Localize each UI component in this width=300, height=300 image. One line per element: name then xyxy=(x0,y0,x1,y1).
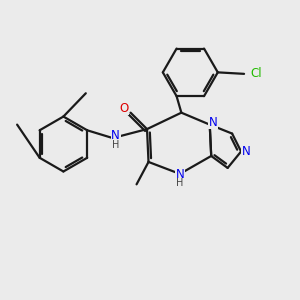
Text: H: H xyxy=(112,140,119,150)
Text: N: N xyxy=(111,129,120,142)
Text: N: N xyxy=(209,116,218,129)
Text: O: O xyxy=(119,102,129,115)
Text: H: H xyxy=(176,178,184,188)
Text: N: N xyxy=(242,145,251,158)
Text: Cl: Cl xyxy=(250,68,262,80)
Text: N: N xyxy=(176,168,184,181)
